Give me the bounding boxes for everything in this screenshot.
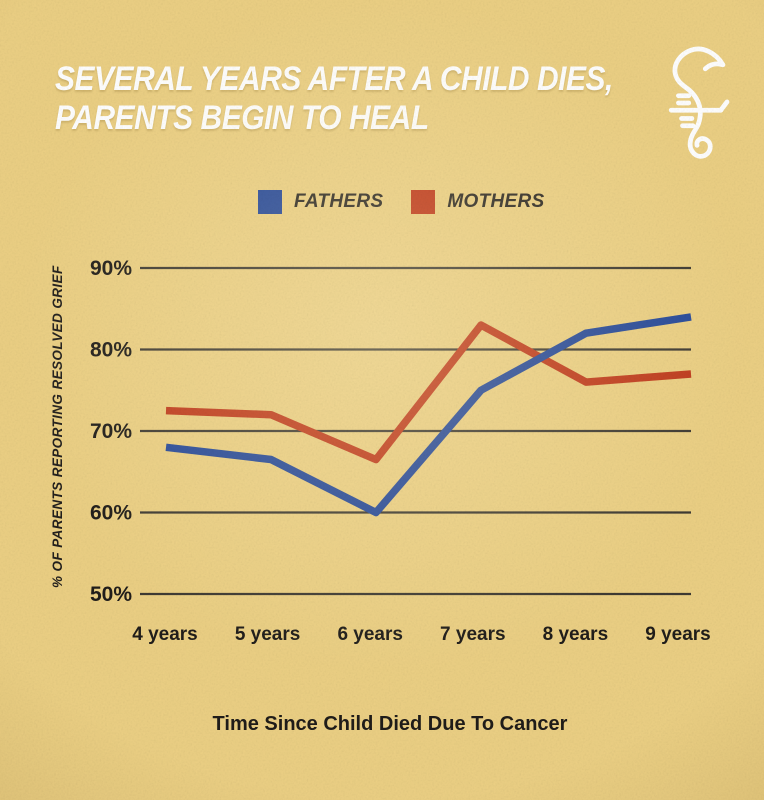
xtick-label-7-years: 7 years xyxy=(440,624,506,645)
ytick-label-70: 70% xyxy=(90,420,132,443)
ytick-label-90: 90% xyxy=(90,257,132,280)
seahorse-icon xyxy=(668,46,730,159)
title-line-2: PARENTS BEGIN TO HEAL xyxy=(55,99,429,137)
page-title: SEVERAL YEARS AFTER A CHILD DIES, PARENT… xyxy=(55,60,695,138)
y-axis-title: % OF PARENTS REPORTING RESOLVED GRIEF xyxy=(50,265,65,588)
x-axis-title: Time Since Child Died Due To Cancer xyxy=(212,713,568,735)
xtick-label-9-years: 9 years xyxy=(645,624,711,645)
title-line-1: SEVERAL YEARS AFTER A CHILD DIES, xyxy=(55,60,613,98)
xtick-label-4-years: 4 years xyxy=(132,624,198,645)
legend: FATHERS MOTHERS xyxy=(258,190,544,214)
fathers-label: FATHERS xyxy=(294,191,384,212)
legend-item-fathers: FATHERS xyxy=(258,190,383,214)
xtick-label-5-years: 5 years xyxy=(235,624,301,645)
ytick-label-80: 80% xyxy=(90,339,132,362)
xtick-label-8-years: 8 years xyxy=(543,624,609,645)
ytick-label-50: 50% xyxy=(90,583,132,606)
mothers-swatch xyxy=(411,190,436,214)
series-line-fathers xyxy=(165,313,692,517)
mothers-label: MOTHERS xyxy=(447,191,545,212)
legend-item-mothers: MOTHERS xyxy=(411,190,544,214)
series-line-mothers xyxy=(165,321,692,464)
xtick-label-6-years: 6 years xyxy=(337,624,403,645)
ytick-label-60: 60% xyxy=(90,502,132,525)
fathers-swatch xyxy=(258,190,282,214)
